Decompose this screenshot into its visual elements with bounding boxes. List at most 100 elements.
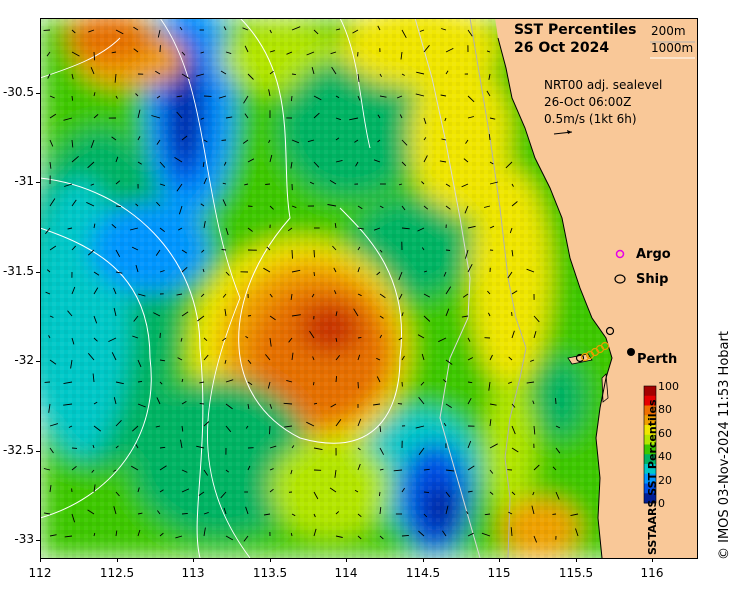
current-arrow [462,293,469,298]
current-arrow [357,205,363,210]
current-arrow [357,336,362,339]
current-arrow [137,380,143,383]
current-arrow [332,245,337,251]
current-arrow [357,246,361,251]
current-arrow [91,469,95,473]
current-arrow [49,485,52,493]
current-arrow [376,357,381,361]
current-arrow [313,271,315,277]
current-arrow [71,29,76,34]
current-arrow [129,227,139,231]
current-arrow [135,444,139,449]
current-arrow [467,490,473,493]
current-arrow [181,512,188,515]
current-arrow [445,205,451,210]
current-arrow [441,138,447,141]
info-source: NRT00 adj. sealevel [544,78,663,92]
current-arrow [115,180,121,185]
current-arrow [71,513,76,523]
current-arrow [467,532,474,537]
current-arrow [421,181,425,185]
current-arrow [357,227,364,230]
current-arrow [71,199,77,207]
current-arrow [461,183,469,188]
current-arrow [225,403,233,410]
current-arrow [331,66,337,75]
current-arrow [49,161,52,169]
current-arrow [423,155,428,163]
current-arrow [335,28,341,31]
current-arrow [181,488,190,493]
current-arrow [533,464,540,471]
current-arrow [309,330,315,339]
lat-tickmark [36,451,40,452]
current-arrow [196,445,205,449]
current-arrow [113,469,117,472]
current-arrow [401,161,407,167]
current-arrow [71,337,75,345]
current-arrow [222,199,227,207]
lat-tick: -31 [14,174,34,188]
current-arrow [269,337,272,347]
current-arrow [486,50,491,53]
current-arrow [555,398,557,405]
current-arrow [245,425,249,429]
current-arrow [335,419,342,427]
current-arrow [48,403,51,413]
current-arrow [45,291,51,295]
current-arrow [115,249,121,258]
current-arrow [93,532,96,537]
current-arrow [379,468,384,471]
current-arrow [269,154,273,163]
current-arrow [93,114,99,119]
current-arrow [532,491,535,496]
current-arrow [269,445,277,449]
lon-tickmark [499,558,500,562]
current-arrow [137,487,140,493]
sealevel-contour [40,227,152,519]
current-arrow [467,29,473,37]
current-arrow [354,139,359,143]
current-arrow [354,489,359,493]
current-arrow [373,159,381,163]
current-arrow [269,315,276,321]
current-arrow [131,425,139,432]
current-arrow [335,511,340,515]
current-arrow [245,506,249,515]
current-arrow [71,155,79,163]
current-arrow [108,337,117,343]
current-arrow [93,484,96,493]
current-arrow [137,136,141,141]
current-arrow [71,51,80,57]
contour-200m [469,18,527,558]
colorbar-swatch [644,415,656,426]
current-arrow [159,270,165,273]
current-arrow [269,70,274,75]
current-arrow [307,139,315,143]
lon-tickmark [40,558,41,562]
current-arrow [269,468,274,471]
current-arrow [93,92,96,97]
current-arrow [508,381,513,384]
current-arrow [244,183,249,186]
current-arrow [438,337,447,343]
colorbar-title: SSTAARS SST Percentiles [646,399,659,556]
current-arrow [312,356,315,361]
current-arrow [224,308,227,317]
current-arrow [137,529,141,537]
current-arrow [71,245,77,251]
current-arrow [63,381,73,385]
sst-map [40,18,697,558]
current-arrow [291,139,300,144]
current-arrow [291,352,294,361]
current-arrow [48,335,51,339]
current-arrow [379,293,386,299]
current-arrow [247,403,250,410]
colorbar-swatch [644,425,656,436]
current-arrow [555,491,560,500]
current-arrow [269,50,275,53]
current-arrow [291,269,301,273]
current-arrow [269,403,273,409]
current-arrow [467,95,475,103]
colorbar-swatch [644,444,656,455]
